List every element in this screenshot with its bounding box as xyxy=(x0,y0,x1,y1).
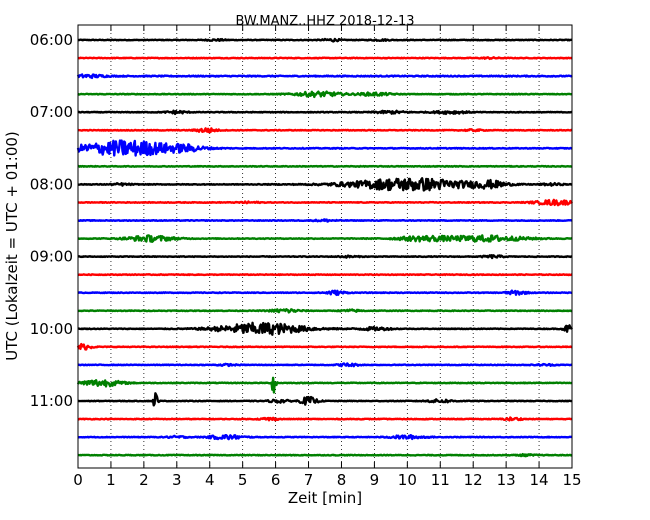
x-tick-label: 9 xyxy=(370,471,380,489)
trace-line: 09:30 xyxy=(77,289,573,296)
trace-line: 10:45 xyxy=(76,376,573,394)
trace-line: 06:15 xyxy=(77,56,573,61)
trace-line: 08:30 xyxy=(77,218,573,223)
trace-line: 07:15 xyxy=(77,127,573,134)
x-axis: 0 1 2 3 4 5 6 7 8 9 10 11 12 13 14 15 xyxy=(73,25,582,489)
trace-line: 07:30 xyxy=(76,139,573,157)
trace-line: 10:15 xyxy=(76,342,573,351)
trace-line: 11:30 xyxy=(77,433,573,441)
x-axis-label: Zeit [min] xyxy=(288,489,362,507)
trace-line: 09:45 xyxy=(77,307,573,314)
y-tick-label: 06:00 xyxy=(30,31,73,49)
x-tick-label: 1 xyxy=(106,471,116,489)
trace-line: 09:00 xyxy=(77,254,573,260)
trace-line: 10:00 xyxy=(77,321,574,336)
y-tick-label: 11:00 xyxy=(30,392,73,410)
x-tick-label: 5 xyxy=(238,471,248,489)
x-tick-label: 11 xyxy=(431,471,450,489)
x-tick-label: 6 xyxy=(271,471,281,489)
trace-line: 06:30 xyxy=(76,73,573,80)
trace-line: 11:15 xyxy=(77,416,573,422)
y-axis: 06:00 07:00 08:00 09:00 10:00 11:00 xyxy=(30,31,572,410)
x-tick-label: 7 xyxy=(304,471,314,489)
x-tick-label: 14 xyxy=(530,471,549,489)
x-tick-label: 12 xyxy=(464,471,483,489)
x-tick-label: 10 xyxy=(398,471,417,489)
y-tick-label: 07:00 xyxy=(30,103,73,121)
x-tick-label: 15 xyxy=(562,471,581,489)
trace-group: 06:00 06:15 06:30 06:45 07:00 07:15 07:30 07:45… xyxy=(76,37,574,458)
x-tick-label: 3 xyxy=(172,471,182,489)
x-tick-label: 4 xyxy=(205,471,215,489)
x-tick-label: 13 xyxy=(497,471,516,489)
trace-line: 08:15 xyxy=(77,198,573,207)
plot-frame xyxy=(77,24,573,469)
trace-line: 09:15 xyxy=(77,273,573,277)
x-tick-label: 8 xyxy=(337,471,347,489)
chart-title: BW.MANZ..HHZ 2018-12-13 xyxy=(235,14,414,29)
trace-line: 06:00 xyxy=(77,37,573,43)
trace-line: 06:45 xyxy=(77,90,573,99)
y-axis-label: UTC (Lokalzeit = UTC + 01:00) xyxy=(3,131,21,361)
trace-line: 11:00 xyxy=(77,392,573,407)
y-tick-label: 08:00 xyxy=(30,175,73,193)
trace-line: 11:45 xyxy=(77,452,573,458)
trace-line: 08:00 xyxy=(77,177,573,192)
x-tick-label: 2 xyxy=(139,471,149,489)
y-tick-label: 10:00 xyxy=(30,320,73,338)
x-tick-label: 0 xyxy=(73,471,83,489)
trace-line: 07:45 xyxy=(77,164,573,168)
trace-line: 10:30 xyxy=(77,362,573,368)
trace-line: 07:00 xyxy=(77,109,573,116)
trace-line: 08:45 xyxy=(77,234,573,244)
y-tick-label: 09:00 xyxy=(30,248,73,266)
